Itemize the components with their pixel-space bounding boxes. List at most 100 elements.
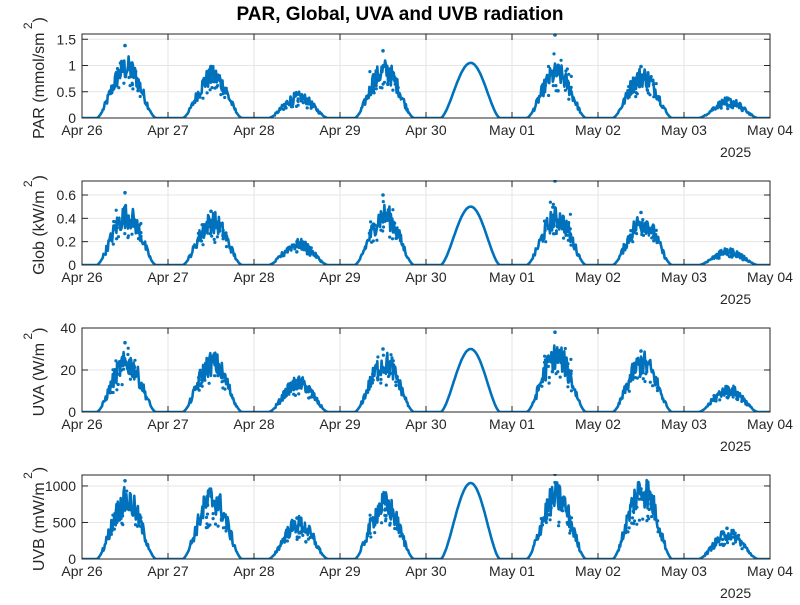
y-axis-label: UVB (mW/m 2)	[21, 467, 48, 571]
data-point	[569, 357, 573, 361]
data-point	[123, 43, 127, 48]
data-point	[388, 523, 392, 527]
data-point	[551, 202, 556, 206]
x-tick-label: May 03	[661, 269, 707, 285]
data-point	[208, 523, 212, 527]
x-secondary-label: 2025	[720, 144, 751, 160]
data-point	[557, 524, 561, 528]
x-tick-label: May 01	[489, 269, 535, 285]
data-point	[551, 205, 555, 209]
data-point	[133, 358, 137, 362]
data-point	[554, 84, 558, 88]
data-point	[632, 522, 636, 526]
data-point	[381, 353, 385, 357]
data-point	[375, 238, 379, 242]
data-point	[210, 234, 214, 238]
data-point	[379, 228, 383, 232]
data-point	[725, 102, 729, 106]
data-point	[564, 69, 568, 73]
x-tick-label: Apr 28	[233, 122, 274, 138]
data-point	[721, 537, 725, 542]
data-point	[382, 80, 387, 84]
data-point	[723, 542, 727, 546]
data-point	[368, 513, 372, 517]
series-group	[82, 474, 770, 559]
y-tick-label: 40	[60, 320, 76, 336]
data-point	[390, 237, 395, 241]
data-point	[648, 380, 652, 384]
data-point	[647, 517, 651, 521]
series-group	[82, 180, 770, 265]
x-tick-label: May 01	[489, 122, 535, 138]
x-tick-label: May 04	[747, 122, 793, 138]
x-tick-label: May 02	[575, 416, 621, 432]
data-point	[133, 523, 138, 527]
data-point	[394, 383, 398, 388]
panel-2: Apr 26 Apr 27 Apr 28 Apr 29 Apr 30 May 01 May …	[21, 175, 793, 307]
y-tick-label: 0	[68, 404, 76, 420]
x-tick-label: Apr 27	[147, 563, 188, 579]
x-tick-label: May 03	[661, 416, 707, 432]
data-point	[122, 81, 126, 85]
y-axis-label: PAR (mmol/sm 2)	[21, 17, 48, 139]
data-point	[290, 105, 295, 109]
x-secondary-label: 2025	[720, 438, 751, 454]
series-line	[82, 203, 770, 265]
data-point	[301, 533, 305, 538]
series-group	[82, 330, 770, 412]
data-point	[562, 236, 566, 240]
x-tick-label: Apr 30	[405, 563, 446, 579]
data-point	[557, 520, 561, 524]
data-point	[383, 513, 387, 518]
x-tick-label: Apr 28	[233, 563, 274, 579]
y-tick-label: 1000	[45, 478, 76, 494]
data-point	[569, 369, 573, 373]
data-point	[558, 375, 562, 379]
data-point	[379, 377, 383, 381]
data-point	[731, 542, 735, 546]
data-point	[551, 232, 556, 236]
data-point	[633, 519, 637, 523]
data-point	[369, 220, 373, 224]
data-point	[547, 375, 551, 380]
data-point	[544, 240, 548, 244]
data-point	[204, 515, 209, 520]
data-point	[559, 58, 563, 62]
data-point	[740, 547, 744, 551]
data-point	[130, 232, 134, 236]
data-point	[635, 522, 639, 526]
data-point	[379, 381, 383, 385]
data-point	[554, 229, 559, 233]
x-secondary-label: 2025	[720, 291, 751, 307]
x-tick-label: May 02	[575, 122, 621, 138]
x-tick-label: Apr 30	[405, 416, 446, 432]
data-point	[215, 235, 219, 239]
data-point	[111, 242, 115, 246]
data-point	[639, 64, 643, 69]
panel-1: Apr 26 Apr 27 Apr 28 Apr 29 Apr 30 May 01 May …	[21, 17, 793, 160]
data-point	[200, 384, 204, 388]
data-point	[390, 356, 394, 360]
data-point	[115, 388, 119, 392]
data-point	[139, 221, 143, 226]
x-tick-label: Apr 26	[61, 269, 102, 285]
data-point	[126, 352, 130, 357]
data-point	[388, 235, 392, 239]
x-tick-label: Apr 26	[61, 122, 102, 138]
data-point	[381, 225, 386, 229]
data-point	[130, 83, 134, 87]
data-point	[221, 386, 225, 390]
data-point	[126, 346, 130, 350]
data-point	[376, 355, 380, 359]
data-point	[292, 392, 296, 396]
y-tick-label: 1	[68, 58, 76, 74]
x-tick-label: Apr 27	[147, 122, 188, 138]
data-point	[211, 511, 215, 516]
data-point	[308, 535, 312, 540]
data-point	[211, 517, 215, 521]
x-tick-label: Apr 29	[319, 563, 360, 579]
data-point	[295, 250, 299, 254]
data-point	[296, 99, 300, 103]
